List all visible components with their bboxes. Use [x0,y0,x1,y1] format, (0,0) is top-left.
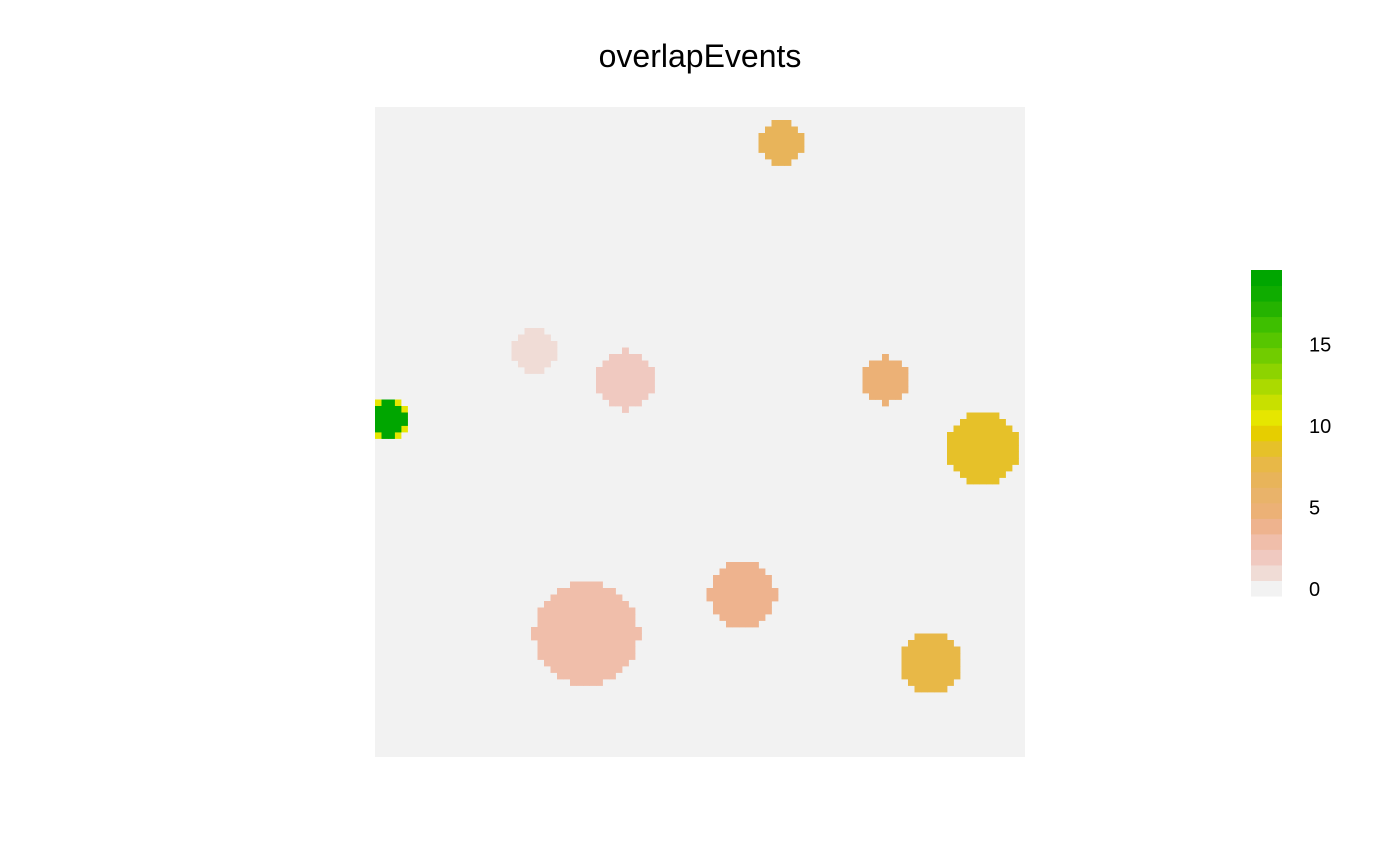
color-legend: 0 5 10 15 [1251,270,1331,601]
legend-color-step [1251,409,1282,426]
legend-color-step [1251,270,1282,287]
legend-color-step [1251,332,1282,349]
legend-color-step [1251,564,1282,581]
legend-tick-label: 5 [1309,498,1320,520]
legend-color-step [1251,316,1282,333]
event-patch [901,633,961,693]
legend-color-step [1251,394,1282,411]
legend-color-step [1251,502,1282,519]
event-patch [375,399,408,439]
legend-color-step [1251,425,1282,442]
legend-color-step [1251,347,1282,364]
legend-tick-label: 15 [1309,335,1331,357]
raster-plot [375,107,1025,757]
legend-color-step [1251,487,1282,504]
legend-color-step [1251,533,1282,550]
legend-color-step [1251,440,1282,457]
legend-color-step [1251,301,1282,318]
legend-color-step [1251,285,1282,302]
chart-title: overlapEvents [598,38,802,74]
legend-color-step [1251,471,1282,488]
legend-color-step [1251,580,1282,597]
legend-color-step [1251,363,1282,380]
legend-color-step [1251,378,1282,395]
event-patch [862,354,909,407]
legend-color-step [1251,456,1282,473]
event-patch [947,412,1019,485]
legend-color-step [1251,549,1282,566]
event-patch [706,562,779,628]
legend-tick-label: 10 [1309,416,1331,438]
event-patch [596,347,655,413]
legend-color-step [1251,518,1282,535]
event-patch [511,328,558,374]
event-patch [758,120,805,166]
legend-tick-label: 0 [1309,579,1320,601]
event-patch [531,581,642,686]
